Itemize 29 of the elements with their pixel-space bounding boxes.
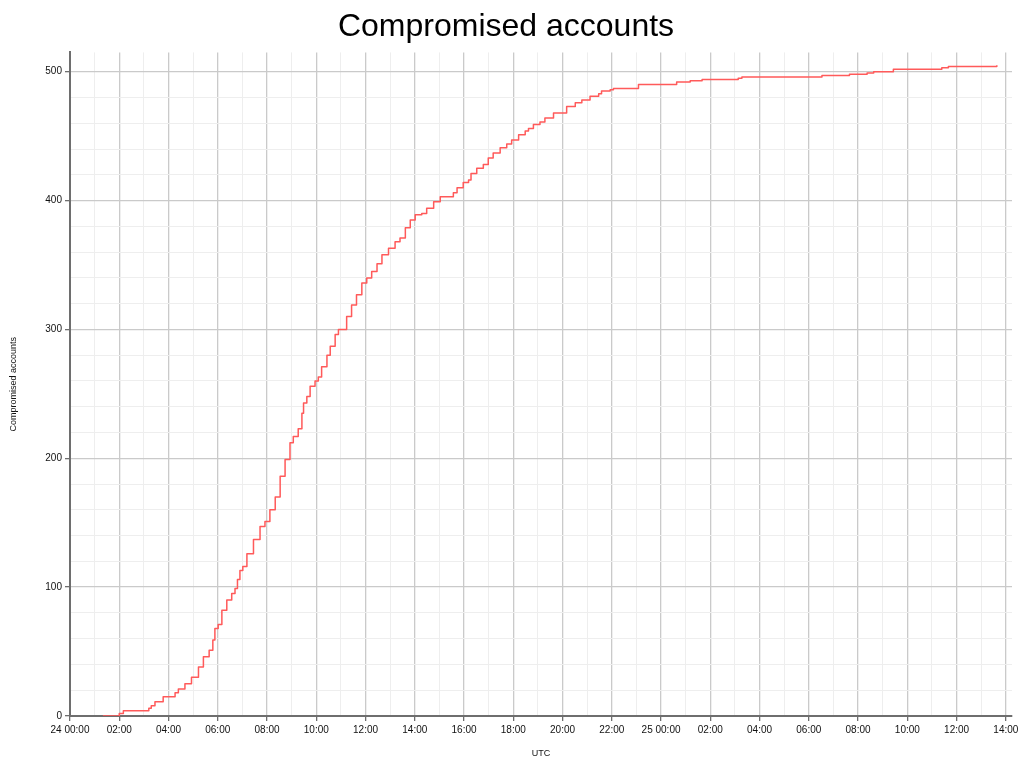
x-tick-label: 22:00	[599, 723, 625, 735]
y-tick-label: 400	[45, 194, 63, 206]
x-tick-label: 08:00	[254, 723, 280, 735]
x-tick-label: 16:00	[451, 723, 477, 735]
x-tick-label: 04:00	[155, 723, 182, 735]
y-tick-label: 200	[45, 452, 63, 464]
x-tick-label: 12:00	[353, 723, 379, 735]
x-tick-label: 12:00	[944, 723, 970, 735]
chart-title: Compromised accounts	[337, 7, 675, 44]
y-axis-title: Compromised accounts	[7, 336, 18, 432]
y-tick-label: 300	[45, 323, 63, 335]
x-tick-label: 04:00	[747, 723, 773, 735]
x-tick-label: 25 00:00	[641, 723, 681, 735]
x-tick-label: 06:00	[796, 723, 822, 735]
y-tick-label: 0	[56, 709, 63, 721]
x-tick-label: 02:00	[106, 723, 133, 735]
x-tick-label: 24 00:00	[50, 723, 90, 735]
y-tick-label: 100	[45, 580, 63, 592]
x-axis-title: UTC	[531, 748, 551, 759]
x-tick-label: 02:00	[697, 723, 724, 735]
x-tick-label: 10:00	[303, 723, 330, 735]
x-tick-label: 06:00	[205, 723, 231, 735]
x-tick-label: 20:00	[550, 723, 576, 735]
x-tick-label: 08:00	[845, 723, 872, 735]
x-tick-label: 14:00	[402, 723, 428, 735]
x-tick-label: 18:00	[500, 723, 527, 735]
x-tick-label: 10:00	[894, 723, 921, 735]
x-tick-label: 14:00	[993, 723, 1019, 735]
y-tick-label: 500	[45, 65, 63, 77]
